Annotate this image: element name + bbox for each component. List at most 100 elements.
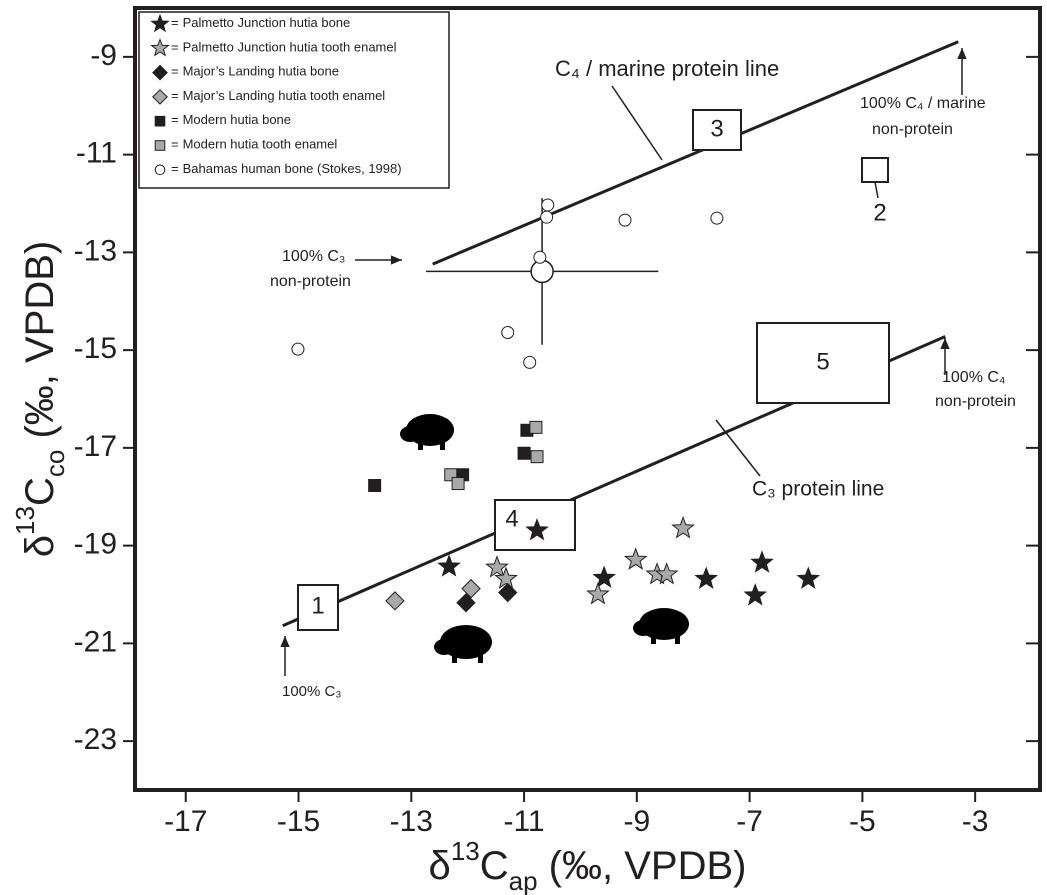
circle-point <box>533 250 547 264</box>
box-label: 5 <box>816 348 829 375</box>
annotation: non-protein <box>270 273 351 290</box>
annotation: non-protein <box>872 121 953 138</box>
legend-entry: = Bahamas human bone (Stokes, 1998) <box>171 161 402 176</box>
legend <box>138 11 450 189</box>
star-point <box>494 566 518 589</box>
legend-entry: = Palmetto Junction hutia tooth enamel <box>171 40 397 55</box>
legend-entry: = Modern hutia bone <box>171 113 291 128</box>
star-point <box>485 555 509 578</box>
star-point <box>623 547 648 570</box>
arrow-head <box>940 338 950 350</box>
x-axis-label-part: δ <box>429 844 451 888</box>
x-tick-label: -7 <box>736 805 763 838</box>
legend-label: Major’s Landing hutia tooth enamel <box>183 88 386 103</box>
square-point <box>368 479 382 493</box>
legend-separator: = <box>171 88 179 103</box>
square-point <box>530 450 544 464</box>
box-label: 2 <box>873 199 886 226</box>
diet-box <box>861 157 889 183</box>
diamond-point <box>456 593 476 613</box>
legend-entry: = Palmetto Junction hutia bone <box>171 15 350 30</box>
legend-entry: = Modern hutia tooth enamel <box>171 137 337 152</box>
y-tick-label: -9 <box>90 39 117 72</box>
y-axis-label-part: (‰, VPDB) <box>18 241 62 450</box>
legend-label: Palmetto Junction hutia tooth enamel <box>183 40 397 55</box>
legend-separator: = <box>171 161 179 176</box>
legend-entry: = Major’s Landing hutia tooth enamel <box>171 88 385 103</box>
legend-separator: = <box>171 15 179 30</box>
legend-label: Major’s Landing hutia bone <box>183 64 339 79</box>
diet-box <box>692 109 742 151</box>
circle-point <box>501 326 515 340</box>
y-tick-label: -11 <box>76 137 117 170</box>
y-tick-label: -13 <box>74 234 117 267</box>
leader-line <box>874 181 879 199</box>
star-point <box>150 13 170 33</box>
square-point <box>154 140 166 151</box>
legend-separator: = <box>171 40 179 55</box>
square-point <box>451 477 465 491</box>
y-axis-label: δ13Cco (‰, VPDB) <box>10 241 70 557</box>
x-tick-label: -13 <box>390 805 433 838</box>
y-axis-label-part: 13 <box>10 506 40 535</box>
x-axis-label-part: ap <box>509 866 538 895</box>
square-point <box>517 446 531 460</box>
star-point <box>150 38 170 57</box>
mean-point <box>530 259 554 284</box>
diamond-point <box>385 591 405 611</box>
star-point <box>743 583 768 606</box>
x-tick-label: -17 <box>164 805 207 838</box>
circle-point <box>523 355 537 369</box>
star-point <box>750 550 774 573</box>
x-tick-label: -3 <box>962 805 989 838</box>
plot-frame <box>133 6 1042 792</box>
star-point <box>796 566 821 589</box>
x-tick-label: -5 <box>849 805 876 838</box>
arrow-head <box>390 255 402 265</box>
annotation: 100% C₄ / marine <box>860 95 986 112</box>
arrow-head <box>280 636 290 648</box>
protein-line <box>432 40 959 266</box>
x-axis-label: δ13Cap (‰, VPDB) <box>429 836 747 895</box>
circle-point <box>291 342 305 356</box>
leader-line <box>611 85 663 161</box>
annotation: C₃ protein line <box>752 478 884 501</box>
legend-label: Palmetto Junction hutia bone <box>183 15 351 30</box>
legend-label: Modern hutia tooth enamel <box>183 137 338 152</box>
box-label: 3 <box>710 115 723 142</box>
x-axis-label-part: 13 <box>451 836 480 866</box>
y-tick-label: -21 <box>74 625 117 658</box>
legend-separator: = <box>171 113 179 128</box>
y-tick-label: -17 <box>74 430 117 463</box>
star-point <box>654 562 679 585</box>
star-point <box>592 565 616 588</box>
x-tick-label: -15 <box>277 805 320 838</box>
annotation: non-protein <box>935 393 1016 410</box>
y-axis-label-part: δ <box>18 535 62 557</box>
star-point <box>525 518 549 541</box>
diamond-point <box>461 578 481 599</box>
x-tick-label: -11 <box>503 805 544 838</box>
diamond-point <box>498 582 518 603</box>
x-axis-label-part: C <box>480 844 509 888</box>
circle-point <box>540 210 554 224</box>
circle-point <box>710 211 724 225</box>
annotation: C₄ / marine protein line <box>555 56 779 81</box>
legend-separator: = <box>171 64 179 79</box>
legend-separator: = <box>171 137 179 152</box>
diet-box <box>756 322 890 404</box>
star-point <box>671 516 695 539</box>
square-point <box>154 115 166 127</box>
y-tick-label: -23 <box>74 723 117 756</box>
legend-label: Bahamas human bone (Stokes, 1998) <box>183 161 402 176</box>
y-axis-label-part: C <box>18 477 62 506</box>
y-tick-label: -15 <box>74 332 117 365</box>
star-point <box>437 554 461 577</box>
legend-entry: = Major’s Landing hutia bone <box>171 64 339 79</box>
arrow-head <box>957 48 967 60</box>
diet-box <box>297 584 339 631</box>
annotation: 100% C₄ <box>942 369 1005 386</box>
star-point <box>694 566 719 589</box>
box-label: 4 <box>505 505 518 532</box>
